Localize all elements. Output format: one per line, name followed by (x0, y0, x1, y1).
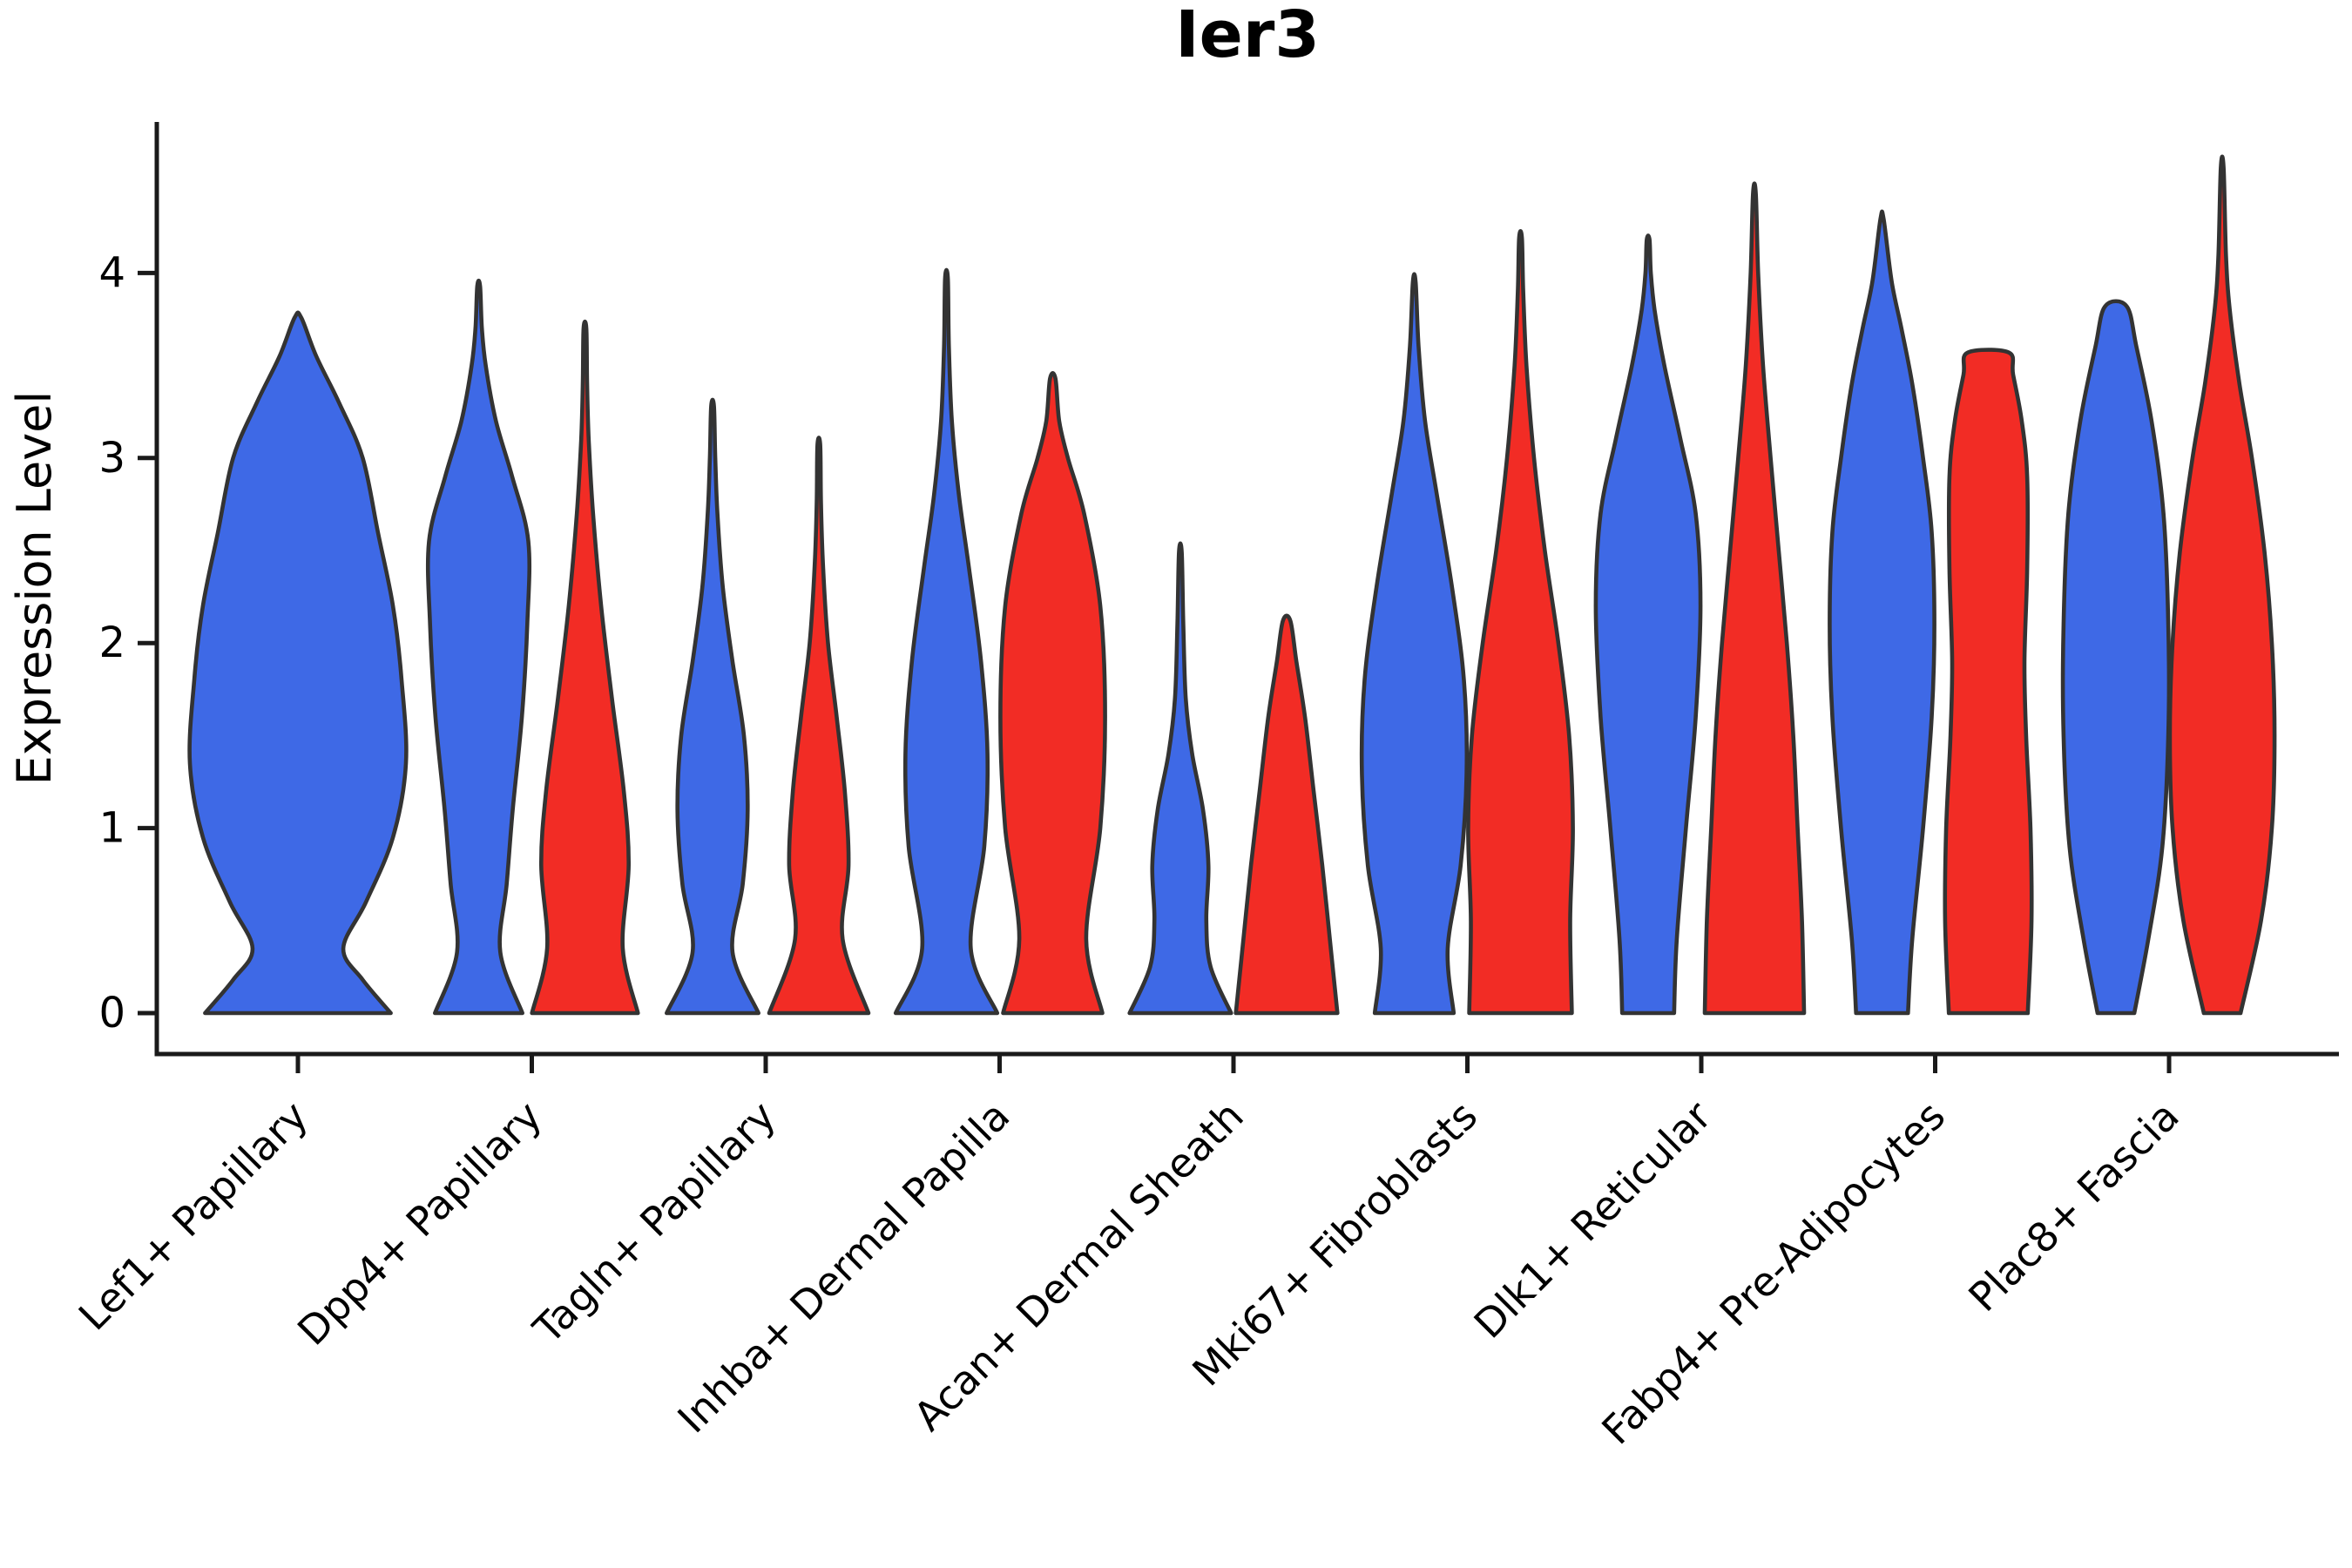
y-tick-label: 3 (98, 434, 125, 483)
violin-blue (893, 267, 1000, 1016)
x-category-label: Dpp4+ Papillary (288, 1092, 551, 1355)
y-tick-label: 0 (98, 989, 125, 1037)
x-category-label: Plac8+ Fascia (1959, 1092, 2187, 1321)
violin-red (1943, 348, 2034, 1016)
violin-blue (665, 397, 760, 1016)
violin-blue (1828, 209, 1936, 1016)
x-category-label: Dlk1+ Reticular (1465, 1092, 1720, 1348)
violin-blue (1359, 272, 1470, 1016)
violin-blue (1593, 233, 1703, 1016)
x-category-label: Tagln+ Papillary (524, 1092, 785, 1354)
violin-blue (2060, 299, 2172, 1016)
y-tick-label: 4 (98, 248, 125, 297)
violin-red (1702, 181, 1807, 1016)
violin-blue (1127, 541, 1233, 1016)
violin-red (2167, 154, 2277, 1016)
violin-red (767, 436, 871, 1016)
y-tick-label: 1 (98, 804, 125, 853)
violin-red (530, 319, 640, 1016)
violin-red (1466, 229, 1575, 1016)
y-tick-label: 2 (98, 618, 125, 667)
violin-blue (187, 310, 409, 1016)
violin-red (998, 371, 1107, 1016)
violin-red (1233, 613, 1340, 1016)
y-axis-label: Expression Level (7, 391, 62, 786)
x-category-label: Lef1+ Papillary (70, 1092, 317, 1340)
chart-title: Ier3 (1175, 0, 1320, 72)
violin-blue (425, 278, 532, 1016)
violins-layer (187, 154, 2277, 1016)
